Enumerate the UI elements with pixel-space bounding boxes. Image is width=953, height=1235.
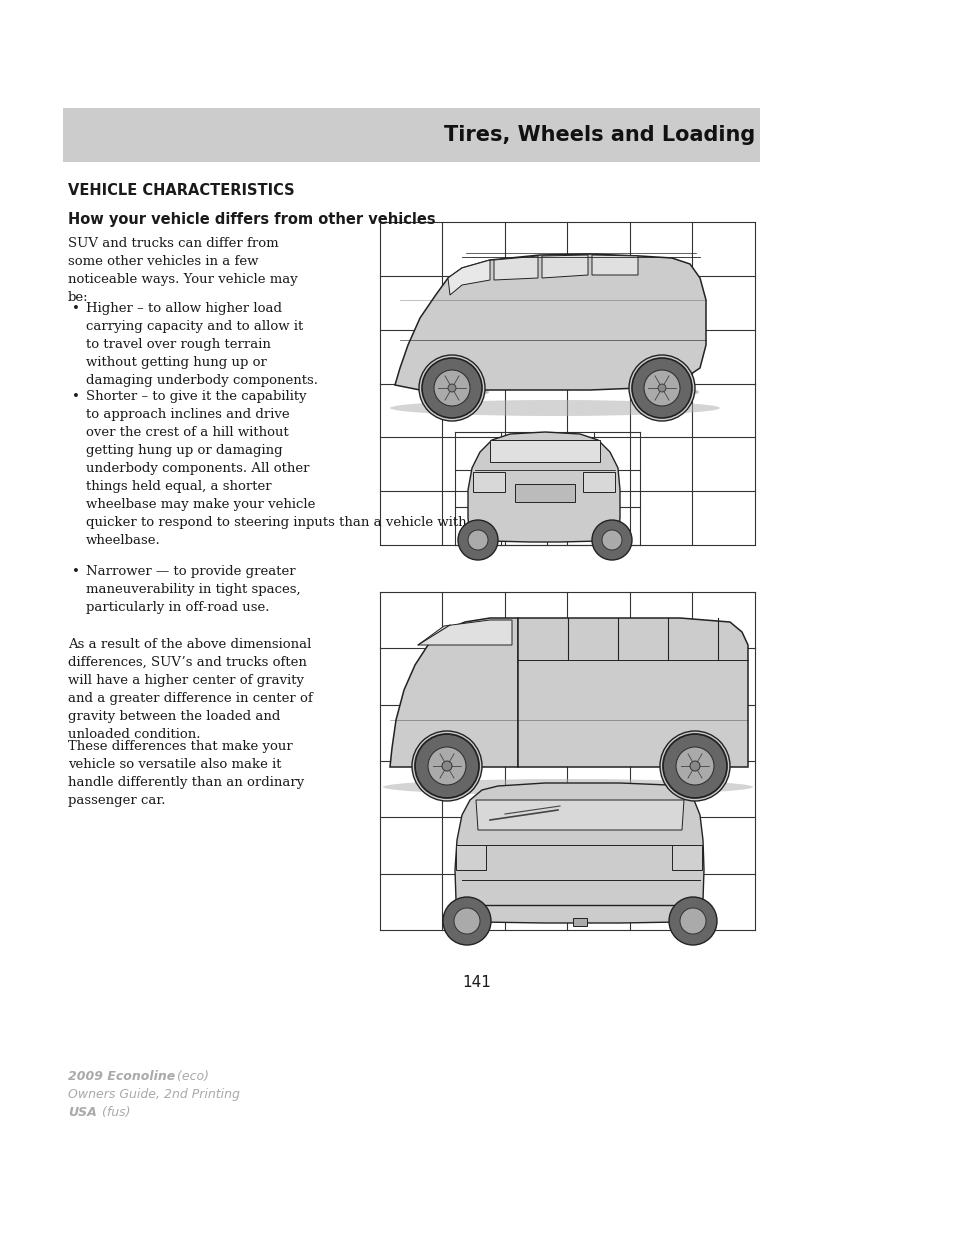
Polygon shape (592, 254, 638, 275)
Text: USA: USA (68, 1107, 96, 1119)
Circle shape (428, 747, 465, 785)
Text: VEHICLE CHARACTERISTICS: VEHICLE CHARACTERISTICS (68, 183, 294, 198)
Text: How your vehicle differs from other vehicles: How your vehicle differs from other vehi… (68, 212, 436, 227)
Text: (fus): (fus) (98, 1107, 131, 1119)
Circle shape (468, 530, 488, 550)
Text: 2009 Econoline: 2009 Econoline (68, 1070, 175, 1083)
Polygon shape (448, 261, 490, 295)
Circle shape (659, 731, 729, 802)
Circle shape (658, 384, 665, 391)
Text: Narrower — to provide greater
maneuverability in tight spaces,
particularly in o: Narrower — to provide greater maneuverab… (86, 564, 300, 614)
Bar (573, 918, 586, 926)
Circle shape (662, 734, 726, 798)
Ellipse shape (424, 387, 489, 396)
Text: •: • (71, 564, 80, 578)
Polygon shape (517, 618, 747, 767)
Circle shape (454, 908, 479, 934)
Ellipse shape (382, 779, 752, 795)
Circle shape (457, 520, 497, 559)
Circle shape (592, 520, 631, 559)
Polygon shape (494, 256, 537, 280)
Polygon shape (390, 618, 517, 767)
Circle shape (415, 734, 478, 798)
Text: Higher – to allow higher load
carrying capacity and to allow it
to travel over r: Higher – to allow higher load carrying c… (86, 303, 317, 387)
Bar (63, 107, 760, 162)
Circle shape (434, 370, 470, 406)
Polygon shape (490, 440, 599, 462)
Bar (473, 472, 504, 492)
Text: Tires, Wheels and Loading: Tires, Wheels and Loading (443, 125, 754, 144)
Text: Shorter – to give it the capability
to approach inclines and drive
over the cres: Shorter – to give it the capability to a… (86, 390, 526, 547)
Polygon shape (455, 783, 703, 923)
Circle shape (628, 354, 695, 421)
Text: These differences that make your
vehicle so versatile also make it
handle differ: These differences that make your vehicle… (68, 740, 304, 806)
Circle shape (689, 761, 700, 771)
Text: 141: 141 (462, 974, 491, 990)
Circle shape (676, 747, 713, 785)
Text: (eco): (eco) (172, 1070, 209, 1083)
Ellipse shape (390, 400, 720, 416)
Text: •: • (71, 303, 80, 315)
Polygon shape (476, 800, 683, 830)
Polygon shape (541, 254, 587, 278)
Circle shape (448, 384, 456, 391)
Circle shape (412, 731, 481, 802)
Polygon shape (468, 432, 619, 542)
Text: Owners Guide, 2nd Printing: Owners Guide, 2nd Printing (68, 1088, 239, 1100)
Bar (515, 484, 575, 501)
Bar (456, 845, 485, 869)
Circle shape (631, 358, 691, 417)
Text: SUV and trucks can differ from
some other vehicles in a few
noticeable ways. You: SUV and trucks can differ from some othe… (68, 237, 297, 304)
Bar (671, 845, 701, 869)
Circle shape (421, 358, 481, 417)
Polygon shape (395, 254, 705, 390)
Circle shape (668, 897, 717, 945)
Polygon shape (417, 620, 512, 645)
Text: •: • (71, 390, 80, 403)
Circle shape (418, 354, 484, 421)
Circle shape (679, 908, 705, 934)
Circle shape (441, 761, 452, 771)
Ellipse shape (635, 387, 699, 396)
Bar (582, 472, 615, 492)
Circle shape (442, 897, 491, 945)
Circle shape (601, 530, 621, 550)
Text: As a result of the above dimensional
differences, SUV’s and trucks often
will ha: As a result of the above dimensional dif… (68, 638, 313, 741)
Circle shape (643, 370, 679, 406)
